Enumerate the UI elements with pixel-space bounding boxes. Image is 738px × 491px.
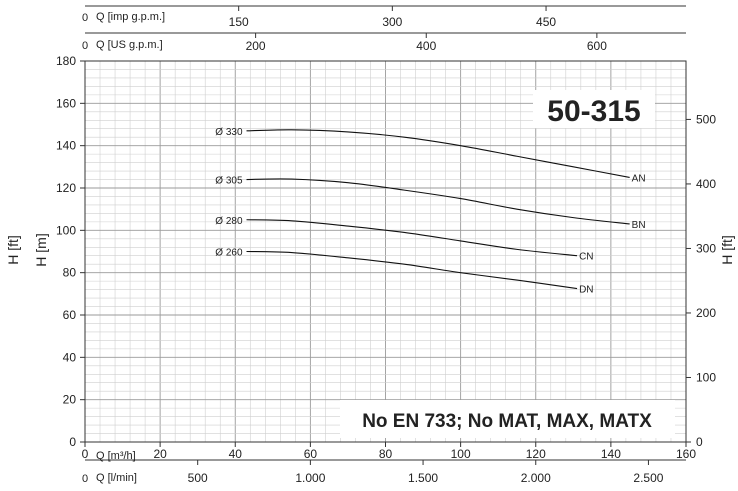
impgpm-tick-label: 300 (382, 15, 402, 29)
x-axis-label-usgpm: Q [US g.p.m.] (96, 39, 163, 51)
y-tick-label: 140 (56, 139, 76, 153)
y-tick-label: 160 (56, 96, 76, 110)
y-tick-label: 0 (69, 435, 76, 449)
curve-dn (246, 250, 578, 290)
x-axis-label-m3h: Q [m³/h] (96, 450, 136, 462)
curve-diameter-label-bn: Ø 305 (215, 176, 243, 187)
lmin-tick-label: 500 (188, 471, 208, 485)
impgpm-tick-label: 450 (536, 15, 556, 29)
y-axis-label-ft-left: H [ft] (5, 235, 21, 265)
usgpm-tick-label: 600 (587, 39, 607, 53)
usgpm-zero-label: 0 (82, 40, 88, 52)
lmin-tick-label: 1.000 (295, 471, 325, 485)
x-tick-label: 80 (379, 447, 393, 461)
y-axis-label-m: H [m] (33, 233, 49, 266)
x-tick-label: 0 (82, 447, 89, 461)
ft-tick-label: 0 (696, 435, 703, 449)
curve-name-label-bn: BN (632, 220, 646, 231)
lmin-zero-label: 0 (82, 473, 88, 485)
y-tick-label: 60 (63, 308, 77, 322)
x-tick-label: 20 (153, 447, 167, 461)
ft-tick-label: 100 (696, 370, 716, 384)
x-tick-label: 100 (451, 447, 471, 461)
x-tick-label: 40 (229, 447, 243, 461)
curve-cn (246, 219, 578, 257)
y-tick-label: 120 (56, 181, 76, 195)
x-tick-label: 60 (304, 447, 318, 461)
lmin-tick-label: 2.000 (521, 471, 551, 485)
y-tick-label: 100 (56, 223, 76, 237)
x-tick-label: 140 (601, 447, 621, 461)
curve-diameter-label-cn: Ø 280 (215, 216, 243, 227)
chart-title: 50-315 (547, 95, 640, 128)
curves: Ø 330 AN Ø 305 BN Ø 280 CN Ø 260 DN (215, 127, 645, 296)
ft-tick-label: 200 (696, 306, 716, 320)
impgpm-tick-label: 150 (229, 15, 249, 29)
usgpm-tick-label: 400 (416, 39, 436, 53)
y-tick-label: 40 (63, 350, 77, 364)
lmin-tick-label: 2.500 (633, 471, 663, 485)
y-tick-label: 80 (63, 266, 77, 280)
title-box (533, 90, 655, 128)
usgpm-tick-label: 200 (246, 39, 266, 53)
note-box (340, 400, 675, 438)
curve-name-label-cn: CN (579, 252, 593, 263)
impgpm-zero-label: 0 (82, 12, 88, 24)
ft-tick-label: 300 (696, 241, 716, 255)
curve-diameter-label-dn: Ø 260 (215, 248, 243, 259)
x-tick-label: 120 (526, 447, 546, 461)
lmin-tick-label: 1.500 (408, 471, 438, 485)
ft-tick-label: 500 (696, 112, 716, 126)
curve-name-label-an: AN (632, 173, 646, 184)
axes: 0 20 40 60 80 100 120 140 160 180 0 20 40 60 80 100 120 1… (56, 5, 716, 485)
y-tick-label: 180 (56, 54, 76, 68)
y-axis-label-ft-right: H [ft] (719, 235, 735, 265)
ft-tick-label: 400 (696, 177, 716, 191)
x-axis-label-impgpm: Q [imp g.p.m.] (96, 11, 165, 23)
x-axis-label-lmin: Q [l/min] (96, 472, 137, 484)
x-tick-label: 160 (676, 447, 696, 461)
chart-note: No EN 733; No MAT, MAX, MATX (362, 411, 652, 432)
curve-bn (246, 178, 630, 225)
y-tick-label: 20 (63, 393, 77, 407)
curve-diameter-label-an: Ø 330 (215, 127, 243, 138)
curve-name-label-dn: DN (579, 285, 593, 296)
curve-an (246, 129, 630, 178)
